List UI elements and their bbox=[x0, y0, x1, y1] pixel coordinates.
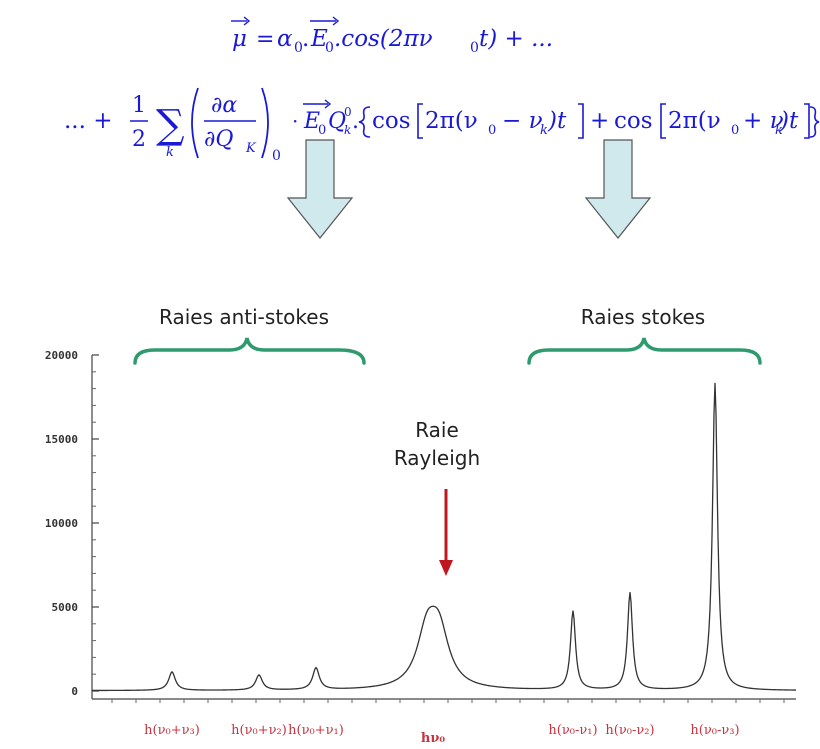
spectrum-curve-layer bbox=[92, 382, 797, 692]
peak-label: h(ν₀-ν₂) bbox=[605, 723, 654, 738]
Q-amplitude-superscript: 0 bbox=[344, 105, 352, 119]
right-bracket-1 bbox=[578, 103, 584, 139]
peak-labels: h(ν₀+ν₃) h(ν₀+ν₂) h(ν₀+ν₁) hν₀ h(ν₀-ν₁) h(ν₀-… bbox=[144, 723, 739, 746]
partial-Q: ∂Q bbox=[204, 127, 233, 152]
peak-label: h(ν₀+ν₂) bbox=[231, 723, 287, 738]
equals-sign: = bbox=[256, 27, 274, 52]
E2-vector-arrowhead bbox=[324, 99, 332, 109]
summation-index: k bbox=[166, 145, 174, 160]
mu-symbol: μ bbox=[232, 26, 247, 52]
Q-subscript: K bbox=[245, 141, 257, 156]
E-vector-arrowhead bbox=[332, 16, 340, 26]
partial-alpha: ∂α bbox=[211, 93, 237, 118]
nuk-subscript-2: k bbox=[775, 123, 783, 138]
peak-label: h(ν₀+ν₃) bbox=[144, 723, 200, 738]
evaluated-at-zero: 0 bbox=[272, 148, 281, 164]
y-tick-label: 15000 bbox=[45, 433, 78, 446]
rayleigh-arrow-icon bbox=[439, 560, 453, 576]
nu0-subscript-2: 0 bbox=[731, 123, 739, 138]
left-bracket-2 bbox=[660, 103, 666, 139]
right-paren bbox=[261, 87, 269, 159]
right-curly-brace bbox=[809, 106, 820, 138]
y-tick-label: 0 bbox=[71, 685, 78, 698]
peak-label: h(ν₀-ν₁) bbox=[548, 723, 597, 738]
t-close-term: t) + ... bbox=[479, 26, 553, 52]
equation-line-2: ... + 1 2 ∑ k ∂α ∂Q K 0 · E 0 Q 0 k . co… bbox=[64, 87, 820, 164]
y-axis: 20000 15000 10000 5000 0 bbox=[45, 349, 99, 699]
fraction-denominator: 2 bbox=[132, 127, 146, 152]
field-E-2: E bbox=[303, 109, 320, 134]
lead-ellipsis: ... + bbox=[64, 108, 113, 134]
left-curly-brace bbox=[358, 106, 371, 138]
minus-nu: − ν bbox=[502, 108, 543, 134]
x-axis bbox=[92, 698, 796, 703]
nuk-subscript-1: k bbox=[540, 123, 548, 138]
right-bracket-2 bbox=[804, 103, 810, 139]
field-E-subscript: 0 bbox=[325, 40, 334, 56]
stokes-brace bbox=[527, 337, 762, 365]
alpha-symbol: α bbox=[277, 26, 293, 52]
left-down-arrow-icon bbox=[286, 139, 354, 239]
arg-1: 2π(ν bbox=[425, 108, 478, 134]
fraction-numerator: 1 bbox=[132, 93, 146, 118]
rayleigh-label-line1: Raie bbox=[415, 418, 459, 442]
peak-label: h(ν₀-ν₃) bbox=[690, 723, 739, 738]
y-tick-label: 5000 bbox=[52, 601, 79, 614]
mu-vector-arrowhead bbox=[243, 16, 251, 26]
plus-sign: + bbox=[590, 108, 609, 134]
summation-symbol: ∑ bbox=[156, 102, 185, 148]
stokes-label: Raies stokes bbox=[581, 305, 705, 329]
left-paren bbox=[191, 87, 199, 159]
rayleigh-label-line2: Rayleigh bbox=[394, 446, 480, 470]
nu-subscript: 0 bbox=[470, 40, 479, 56]
cos-2: cos bbox=[614, 108, 653, 134]
center-dot: · bbox=[292, 109, 298, 133]
Q-amplitude-subscript: k bbox=[344, 123, 351, 137]
peak-label: h(ν₀+ν₁) bbox=[288, 723, 344, 738]
y-tick-label: 10000 bbox=[45, 517, 78, 530]
field-E-symbol: E bbox=[310, 26, 328, 52]
cos-1: cos bbox=[372, 108, 411, 134]
alpha-subscript: 0 bbox=[294, 40, 303, 56]
equation-line-1: μ = α 0 . E 0 .cos(2πν 0 t) + ... bbox=[231, 16, 553, 56]
anti-stokes-brace bbox=[133, 337, 366, 365]
cos-term: .cos(2πν bbox=[334, 26, 433, 52]
arg-2: 2π(ν bbox=[668, 108, 721, 134]
field-E-2-subscript: 0 bbox=[318, 123, 326, 138]
t-1: )t bbox=[547, 108, 567, 134]
raman-spectrum-chart: Raies anti-stokes Raies stokes Raie Rayl… bbox=[45, 305, 797, 746]
anti-stokes-label: Raies anti-stokes bbox=[159, 305, 329, 329]
y-tick-label: 20000 bbox=[45, 349, 78, 362]
Q-amplitude: Q bbox=[328, 109, 346, 134]
plus-nu: + ν bbox=[743, 108, 784, 134]
spectrum-line bbox=[92, 382, 797, 692]
right-down-arrow-icon bbox=[584, 139, 652, 239]
dot-separator: . bbox=[302, 26, 309, 52]
peak-label: hν₀ bbox=[421, 731, 445, 746]
t-2: )t bbox=[779, 108, 799, 134]
left-bracket-1 bbox=[417, 103, 423, 139]
dot-before-brace: . bbox=[352, 109, 359, 134]
nu0-subscript-1: 0 bbox=[488, 123, 496, 138]
